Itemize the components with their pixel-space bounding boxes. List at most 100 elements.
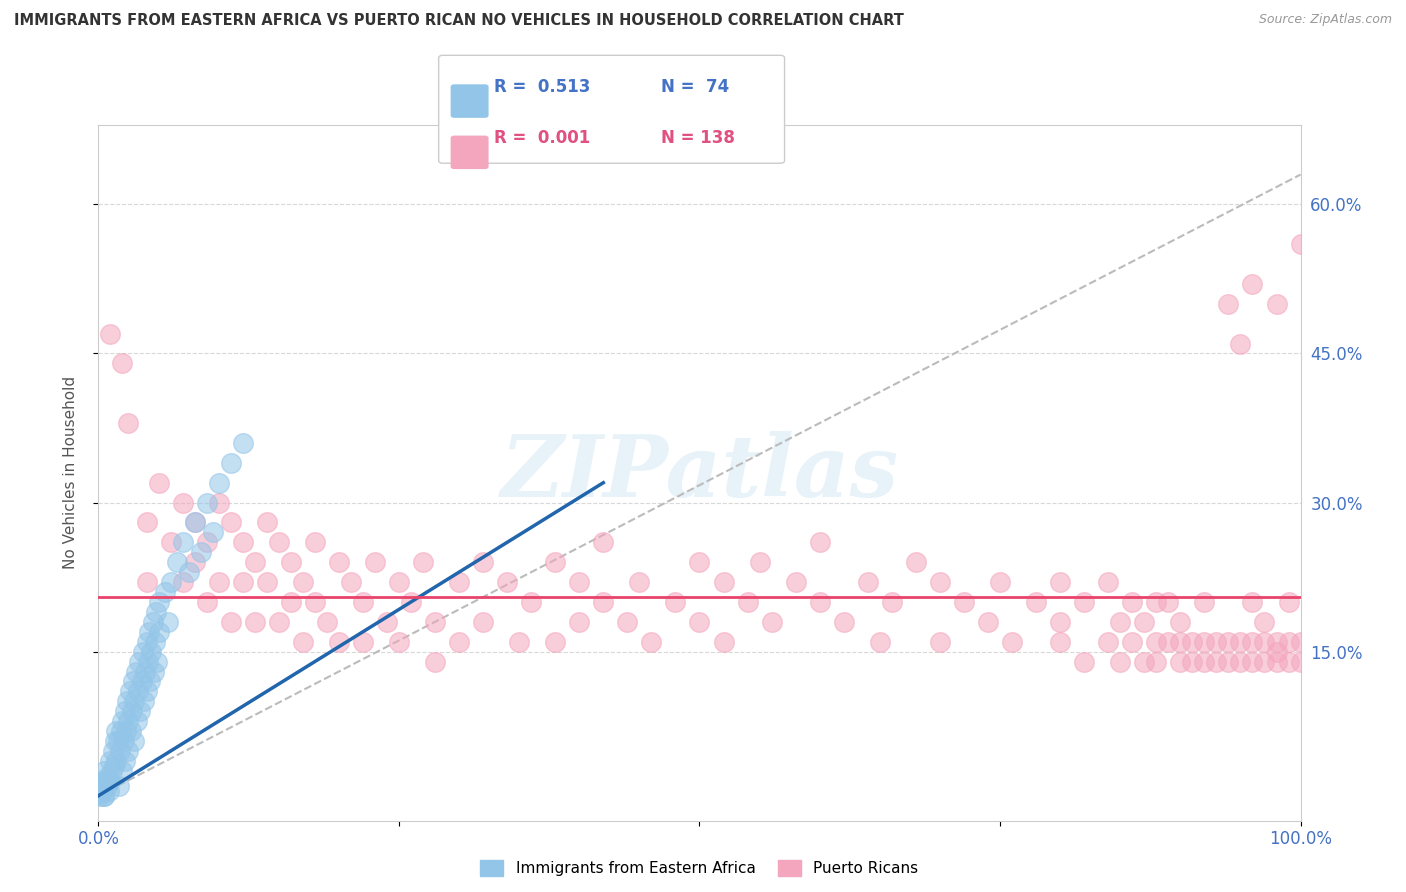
Point xyxy=(190,545,212,559)
Point xyxy=(148,595,170,609)
Point xyxy=(117,694,139,708)
Point xyxy=(219,456,242,470)
Point xyxy=(352,634,374,648)
Point xyxy=(689,555,711,569)
Point xyxy=(1241,655,1264,669)
Point xyxy=(928,575,950,590)
Point xyxy=(232,575,254,590)
Point xyxy=(111,714,134,729)
Point xyxy=(1205,634,1227,648)
Text: N = 138: N = 138 xyxy=(661,129,735,147)
Point xyxy=(1109,615,1132,629)
Point xyxy=(131,674,153,689)
Point xyxy=(135,516,157,530)
Point xyxy=(91,773,114,788)
Text: Source: ZipAtlas.com: Source: ZipAtlas.com xyxy=(1258,13,1392,27)
Point xyxy=(1170,615,1192,629)
Point xyxy=(640,634,662,648)
Point xyxy=(93,789,115,803)
Point xyxy=(183,516,205,530)
Point xyxy=(232,535,254,549)
Point xyxy=(496,575,519,590)
Point xyxy=(256,516,278,530)
Point xyxy=(105,754,128,768)
Point xyxy=(1181,634,1204,648)
Point xyxy=(1253,634,1275,648)
Point xyxy=(304,595,326,609)
Point xyxy=(544,634,567,648)
Point xyxy=(388,575,411,590)
Point xyxy=(145,605,167,619)
Point xyxy=(93,764,115,778)
Point xyxy=(423,655,446,669)
Point xyxy=(737,595,759,609)
Point xyxy=(904,555,927,569)
Point xyxy=(127,684,149,698)
Point xyxy=(1025,595,1047,609)
Point xyxy=(100,773,122,788)
Point xyxy=(195,535,218,549)
Point xyxy=(1073,655,1095,669)
Point xyxy=(761,615,783,629)
Point xyxy=(664,595,686,609)
Point xyxy=(544,555,567,569)
Point xyxy=(399,595,422,609)
Point xyxy=(616,615,638,629)
Point xyxy=(93,789,115,803)
Point xyxy=(375,615,398,629)
Point xyxy=(141,615,163,629)
Point xyxy=(100,326,122,341)
Point xyxy=(90,786,112,800)
Point xyxy=(988,575,1011,590)
Point xyxy=(114,704,136,718)
Point xyxy=(104,734,127,748)
Point xyxy=(1229,655,1251,669)
Point xyxy=(1229,634,1251,648)
Point xyxy=(267,535,290,549)
Point xyxy=(352,595,374,609)
Point xyxy=(472,615,495,629)
Point xyxy=(328,634,350,648)
Point xyxy=(748,555,770,569)
Point xyxy=(219,615,242,629)
Point xyxy=(108,744,131,758)
Point xyxy=(117,744,139,758)
Point xyxy=(713,634,735,648)
Text: R =  0.001: R = 0.001 xyxy=(494,129,589,147)
Point xyxy=(125,665,148,679)
Point xyxy=(340,575,363,590)
Point xyxy=(1170,634,1192,648)
Point xyxy=(124,694,146,708)
Point xyxy=(107,734,129,748)
Point xyxy=(1133,615,1156,629)
Point xyxy=(364,555,387,569)
Point xyxy=(97,769,120,783)
Point xyxy=(1253,615,1275,629)
Point xyxy=(134,665,156,679)
Point xyxy=(280,595,302,609)
Point xyxy=(1277,595,1299,609)
Point xyxy=(243,615,266,629)
Point xyxy=(291,575,314,590)
Point xyxy=(141,645,163,659)
Y-axis label: No Vehicles in Household: No Vehicles in Household xyxy=(63,376,77,569)
Point xyxy=(953,595,976,609)
Point xyxy=(208,575,231,590)
Point xyxy=(208,495,231,509)
Point xyxy=(1170,655,1192,669)
Point xyxy=(447,634,470,648)
Point xyxy=(568,575,591,590)
Point xyxy=(1205,655,1227,669)
Point xyxy=(880,595,903,609)
Point xyxy=(157,615,180,629)
Point xyxy=(568,615,591,629)
Point xyxy=(159,535,181,549)
Point xyxy=(125,714,148,729)
Text: N =  74: N = 74 xyxy=(661,78,730,95)
Point xyxy=(280,555,302,569)
Point xyxy=(592,535,614,549)
Point xyxy=(219,516,242,530)
Point xyxy=(159,575,181,590)
Point xyxy=(172,495,194,509)
Point xyxy=(115,724,138,739)
